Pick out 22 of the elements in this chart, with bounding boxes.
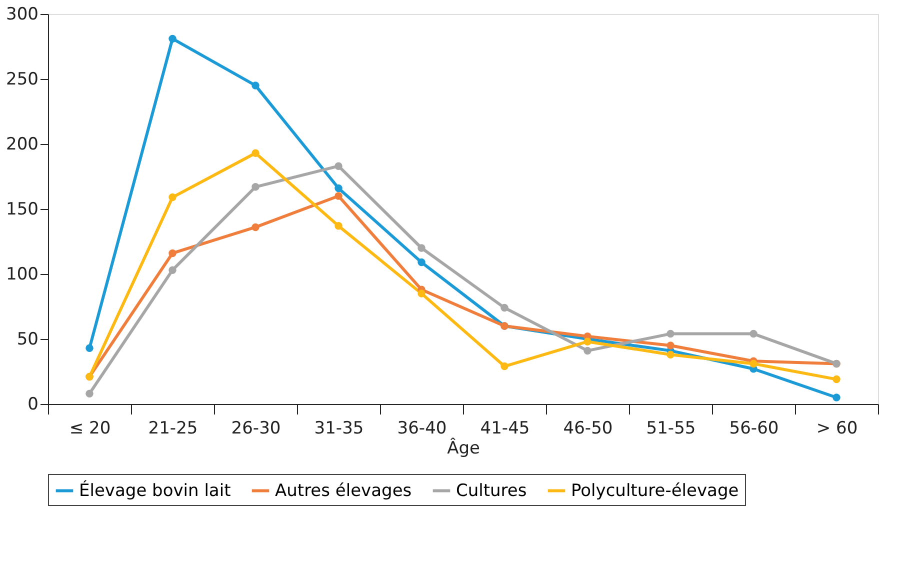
x-tick-label: ≤ 20 xyxy=(69,418,111,438)
legend-label: Polyculture-élevage xyxy=(571,480,739,501)
x-tick-label: > 60 xyxy=(816,418,858,438)
y-tick-label: 200 xyxy=(6,134,38,154)
x-tick-label: 41-45 xyxy=(480,418,530,438)
y-tick-label: 300 xyxy=(6,4,38,24)
legend-label: Cultures xyxy=(456,480,527,501)
x-tick-label: 31-35 xyxy=(314,418,364,438)
legend-label: Autres élevages xyxy=(275,480,412,501)
x-tick-label: 46-50 xyxy=(563,418,613,438)
x-tick-label: 51-55 xyxy=(646,418,696,438)
x-tick-label: 56-60 xyxy=(729,418,779,438)
y-tick-label: 150 xyxy=(6,200,38,220)
y-tick-label: 250 xyxy=(6,70,38,90)
y-tick-label: 0 xyxy=(28,394,38,414)
x-tick-label: 36-40 xyxy=(397,418,447,438)
x-tick-label: 26-30 xyxy=(231,418,281,438)
legend-label: Élevage bovin lait xyxy=(79,480,232,501)
x-tick-label: 21-25 xyxy=(148,418,198,438)
y-tick-label: 50 xyxy=(16,330,38,350)
x-axis-title: Âge xyxy=(447,438,480,458)
y-tick-label: 100 xyxy=(6,264,38,284)
